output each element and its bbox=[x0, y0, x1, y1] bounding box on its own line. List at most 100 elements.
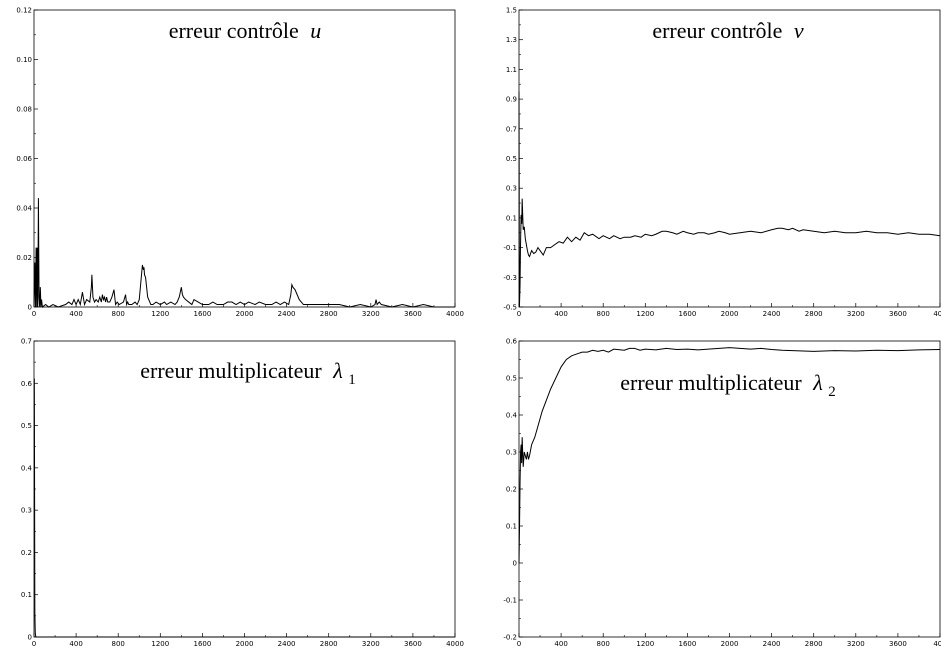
title-math: λ bbox=[332, 358, 343, 383]
y-tick-label: 0.08 bbox=[16, 106, 32, 114]
y-tick-label: 0.1 bbox=[506, 523, 517, 531]
x-tick-label: 1200 bbox=[151, 640, 169, 648]
y-tick-label: 0.6 bbox=[21, 380, 33, 388]
y-tick-label: 1.1 bbox=[506, 66, 517, 74]
plot-frame bbox=[33, 340, 456, 638]
x-tick-label: 3600 bbox=[404, 310, 422, 318]
y-tick-label: 0.7 bbox=[21, 338, 32, 346]
y-tick-label: 0.10 bbox=[16, 56, 32, 64]
x-tick-label: 3200 bbox=[847, 640, 865, 648]
y-tick-label: 0.5 bbox=[506, 375, 517, 383]
series-line bbox=[518, 347, 941, 564]
title-subscript: 2 bbox=[828, 384, 836, 400]
plot-frame bbox=[33, 9, 456, 308]
x-tick-label: 0 bbox=[517, 640, 521, 648]
y-tick-label: 1.5 bbox=[506, 7, 517, 15]
y-tick-label: -0.1 bbox=[503, 597, 517, 605]
x-tick-label: 2400 bbox=[763, 310, 781, 318]
x-tick-label: 1200 bbox=[151, 310, 169, 318]
plot-frame bbox=[518, 340, 941, 638]
y-tick-label: 0.3 bbox=[506, 449, 517, 457]
axes: 0 400 800 1200 1600 2000 2400 2800 3200 3600 400 -0… bbox=[503, 7, 941, 319]
chart-panel-v: erreur contrôle v 0 400 800 1200 1600 2000 240… bbox=[503, 7, 941, 319]
series-group bbox=[33, 378, 455, 638]
x-tick-label: 2400 bbox=[278, 310, 296, 318]
x-tick-label: 2000 bbox=[236, 310, 254, 318]
axes: 0 400 800 1200 1600 2000 2400 2800 3200 3600 4000 0… bbox=[21, 338, 464, 649]
x-tick-label: 1600 bbox=[678, 310, 696, 318]
x-tick-label: 400 bbox=[933, 640, 941, 648]
series-line bbox=[518, 91, 941, 308]
chart-title: erreur contrôle v bbox=[652, 18, 804, 43]
y-tick-label: -0.1 bbox=[503, 244, 517, 252]
y-tick-label: -0.5 bbox=[503, 304, 517, 312]
x-tick-label: 2000 bbox=[721, 310, 739, 318]
x-tick-label: 3200 bbox=[362, 640, 380, 648]
x-tick-label: 3600 bbox=[889, 310, 907, 318]
y-tick-label: 0.9 bbox=[506, 96, 517, 104]
series-line bbox=[33, 198, 455, 308]
chart-title: erreur contrôle u bbox=[169, 18, 322, 43]
y-tick-label: 0.02 bbox=[16, 254, 32, 262]
x-tick-label: 3200 bbox=[847, 310, 865, 318]
title-math: v bbox=[794, 18, 804, 43]
x-tick-label: 2800 bbox=[805, 640, 823, 648]
chart-panel-lambda1: erreur multiplicateur λ 1 0 400 800 1200 160… bbox=[21, 338, 464, 649]
y-tick-label: 0.04 bbox=[16, 205, 32, 213]
y-tick-label: 1.3 bbox=[506, 36, 517, 44]
y-tick-label: 0.4 bbox=[506, 412, 518, 420]
x-tick-label: 0 bbox=[32, 310, 36, 318]
y-tick-label: 0.4 bbox=[21, 464, 33, 472]
title-text: erreur contrôle bbox=[169, 18, 299, 43]
series-line bbox=[33, 378, 455, 638]
series-group bbox=[518, 91, 941, 308]
x-tick-label: 0 bbox=[32, 640, 36, 648]
x-tick-label: 1200 bbox=[636, 310, 654, 318]
x-tick-label: 2000 bbox=[721, 640, 739, 648]
y-tick-label: 0.2 bbox=[21, 549, 32, 557]
y-tick-label: 0.3 bbox=[506, 185, 517, 193]
chart-title: erreur multiplicateur λ 1 bbox=[140, 358, 355, 388]
title-text: erreur contrôle bbox=[652, 18, 782, 43]
y-tick-label: 0.1 bbox=[21, 591, 32, 599]
x-tick-label: 800 bbox=[597, 310, 610, 318]
x-tick-label: 400 bbox=[69, 310, 82, 318]
y-tick-label: 0.12 bbox=[16, 7, 32, 15]
x-tick-label: 800 bbox=[112, 640, 125, 648]
y-tick-label: 0.7 bbox=[506, 125, 517, 133]
y-tick-label: 0.6 bbox=[506, 338, 518, 346]
x-tick-label: 1600 bbox=[193, 640, 211, 648]
y-tick-label: 0.06 bbox=[16, 155, 32, 163]
y-tick-label: 0.1 bbox=[506, 214, 517, 222]
x-tick-label: 800 bbox=[597, 640, 610, 648]
y-tick-label: 0.2 bbox=[506, 486, 517, 494]
chart-title: erreur multiplicateur λ 2 bbox=[620, 370, 835, 400]
x-tick-label: 2400 bbox=[763, 640, 781, 648]
y-tick-label: 0.5 bbox=[506, 155, 517, 163]
series-group bbox=[518, 347, 941, 564]
x-tick-label: 1600 bbox=[678, 640, 696, 648]
x-tick-label: 400 bbox=[933, 310, 941, 318]
x-tick-label: 2400 bbox=[278, 640, 296, 648]
x-tick-label: 400 bbox=[554, 640, 567, 648]
chart-panel-u: erreur contrôle u 0 400 800 1200 1600 2000 240… bbox=[16, 7, 464, 319]
x-tick-label: 3600 bbox=[404, 640, 422, 648]
title-math: u bbox=[310, 18, 321, 43]
y-tick-label: 0 bbox=[28, 634, 32, 642]
x-tick-label: 0 bbox=[517, 310, 521, 318]
x-tick-label: 400 bbox=[69, 640, 82, 648]
x-tick-label: 2800 bbox=[320, 310, 338, 318]
x-tick-label: 2800 bbox=[320, 640, 338, 648]
x-tick-label: 2000 bbox=[236, 640, 254, 648]
x-tick-label: 3600 bbox=[889, 640, 907, 648]
title-text: erreur multiplicateur bbox=[620, 370, 802, 395]
y-tick-label: 0 bbox=[28, 304, 32, 312]
chart-panel-lambda2: erreur multiplicateur λ 2 0 400 800 1200 160… bbox=[503, 338, 941, 649]
x-tick-label: 1600 bbox=[193, 310, 211, 318]
y-tick-label: -0.3 bbox=[503, 274, 517, 282]
x-tick-label: 800 bbox=[112, 310, 125, 318]
y-tick-label: 0.3 bbox=[21, 507, 32, 515]
axes: 0 400 800 1200 1600 2000 2400 2800 3200 3600 400 -0… bbox=[503, 338, 941, 649]
title-subscript: 1 bbox=[348, 372, 356, 388]
